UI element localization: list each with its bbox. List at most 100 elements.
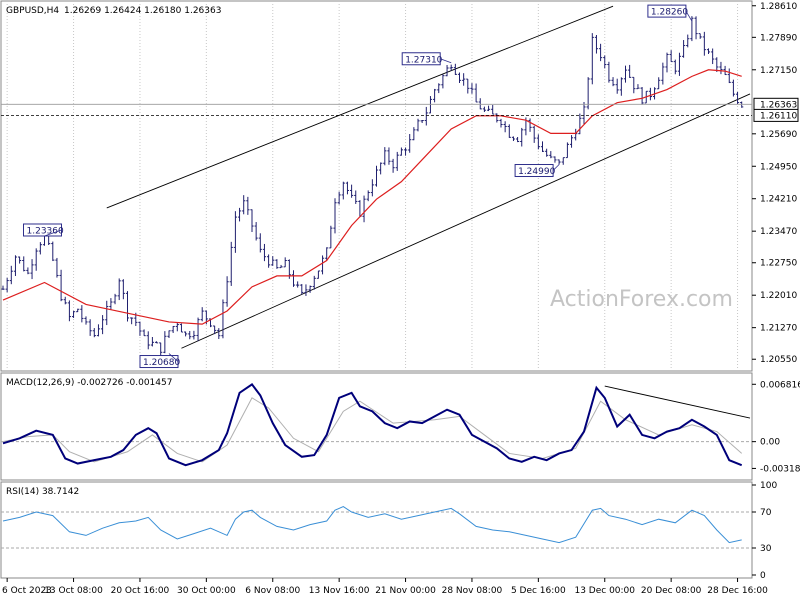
price-bar — [590, 33, 594, 85]
price-bar — [196, 317, 200, 342]
price-bar — [63, 296, 67, 305]
price-bar — [345, 181, 350, 195]
price-bar — [632, 76, 636, 94]
price-bar — [420, 119, 424, 124]
price-bar — [470, 83, 474, 94]
ma-line — [2, 69, 742, 325]
price-bar — [105, 300, 109, 326]
price-bar — [175, 322, 179, 332]
price-bar — [150, 336, 154, 347]
macd-main-line — [2, 383, 743, 467]
rsi-y-axis: 100 70 30 0 — [752, 481, 777, 581]
price-bar — [316, 270, 320, 279]
swing-label-leader — [552, 164, 560, 171]
price-bar — [686, 34, 690, 48]
price-bar — [698, 33, 702, 39]
price-bar — [358, 200, 362, 218]
swing-label-leader — [44, 229, 62, 237]
price-annotations: 1.23360 1.20680 1.27310 1.24990 1.28260 — [23, 4, 693, 369]
price-bar — [271, 256, 275, 266]
price-bar — [254, 222, 258, 241]
channel-upper-line — [106, 5, 614, 209]
price-bar — [217, 328, 221, 340]
price-bar — [291, 270, 296, 287]
price-bar — [213, 325, 217, 335]
price-bar — [561, 157, 565, 165]
price-bar — [308, 285, 312, 293]
price-bar — [337, 191, 341, 205]
price-bar — [171, 325, 175, 333]
price-bar — [553, 156, 557, 163]
price-bar — [657, 77, 661, 90]
price-bar — [503, 121, 507, 133]
price-bar — [391, 158, 395, 173]
price-bar — [267, 254, 271, 268]
price-bar — [333, 198, 337, 234]
price-bar — [250, 209, 254, 233]
price-bar — [67, 300, 71, 322]
price-bar — [9, 265, 13, 285]
price-tick-label: 1.24950 — [760, 162, 797, 172]
price-bar — [233, 211, 237, 253]
macd-title: MACD(12,26,9) -0.002726 -0.001457 — [6, 378, 172, 388]
swing-label-leader — [685, 10, 693, 22]
price-bar — [648, 87, 652, 101]
price-bar — [462, 73, 466, 86]
price-bar — [673, 59, 677, 75]
price-bar — [574, 128, 578, 141]
swing-label: 1.23360 — [27, 226, 64, 236]
price-bar — [495, 113, 499, 123]
price-bar — [304, 284, 308, 296]
price-bar — [188, 330, 192, 340]
price-bar — [354, 190, 358, 204]
price-bar — [179, 323, 184, 333]
price-bar — [599, 43, 603, 62]
price-bar — [88, 319, 92, 336]
price-bar — [702, 31, 706, 56]
price-tick-label: 1.22010 — [760, 291, 797, 301]
price-tick-label: 1.28610 — [760, 2, 797, 12]
price-bar — [578, 113, 582, 135]
price-bar — [412, 127, 416, 141]
price-bar — [528, 118, 532, 132]
price-bar — [221, 299, 225, 339]
price-bar — [516, 136, 520, 143]
price-bar — [474, 83, 478, 103]
x-tick-label: 6 Nov 08:00 — [245, 586, 300, 596]
x-tick-label: 13 Oct 08:00 — [44, 586, 103, 596]
x-tick-label: 5 Dec 16:00 — [511, 586, 566, 596]
price-tick-label: 1.21270 — [760, 324, 797, 334]
price-bar — [565, 142, 569, 159]
price-tick-label: 1.20550 — [760, 355, 797, 365]
price-bar — [603, 55, 607, 69]
price-bar — [486, 105, 491, 112]
grid-lines — [6, 4, 739, 368]
swing-label-leader — [440, 58, 452, 64]
price-bar — [159, 342, 163, 356]
price-bar — [370, 179, 374, 197]
price-bar — [117, 278, 121, 301]
price-bar — [262, 243, 267, 262]
price-bar — [200, 307, 204, 322]
price-bar — [491, 104, 495, 115]
price-bar — [623, 65, 628, 83]
price-bar — [142, 329, 146, 337]
price-bar — [320, 255, 325, 275]
price-bar — [690, 16, 694, 42]
price-bar — [113, 293, 117, 305]
x-tick-label: 28 Dec 16:00 — [707, 586, 768, 596]
price-bar — [374, 165, 379, 187]
rsi-title: RSI(14) 38.7142 — [6, 487, 79, 497]
price-bar — [661, 62, 665, 85]
price-bar — [719, 61, 723, 75]
price-bar — [362, 195, 366, 223]
x-tick-label: 28 Nov 08:00 — [442, 586, 503, 596]
price-bar — [1, 285, 5, 290]
price-bar — [549, 151, 553, 159]
